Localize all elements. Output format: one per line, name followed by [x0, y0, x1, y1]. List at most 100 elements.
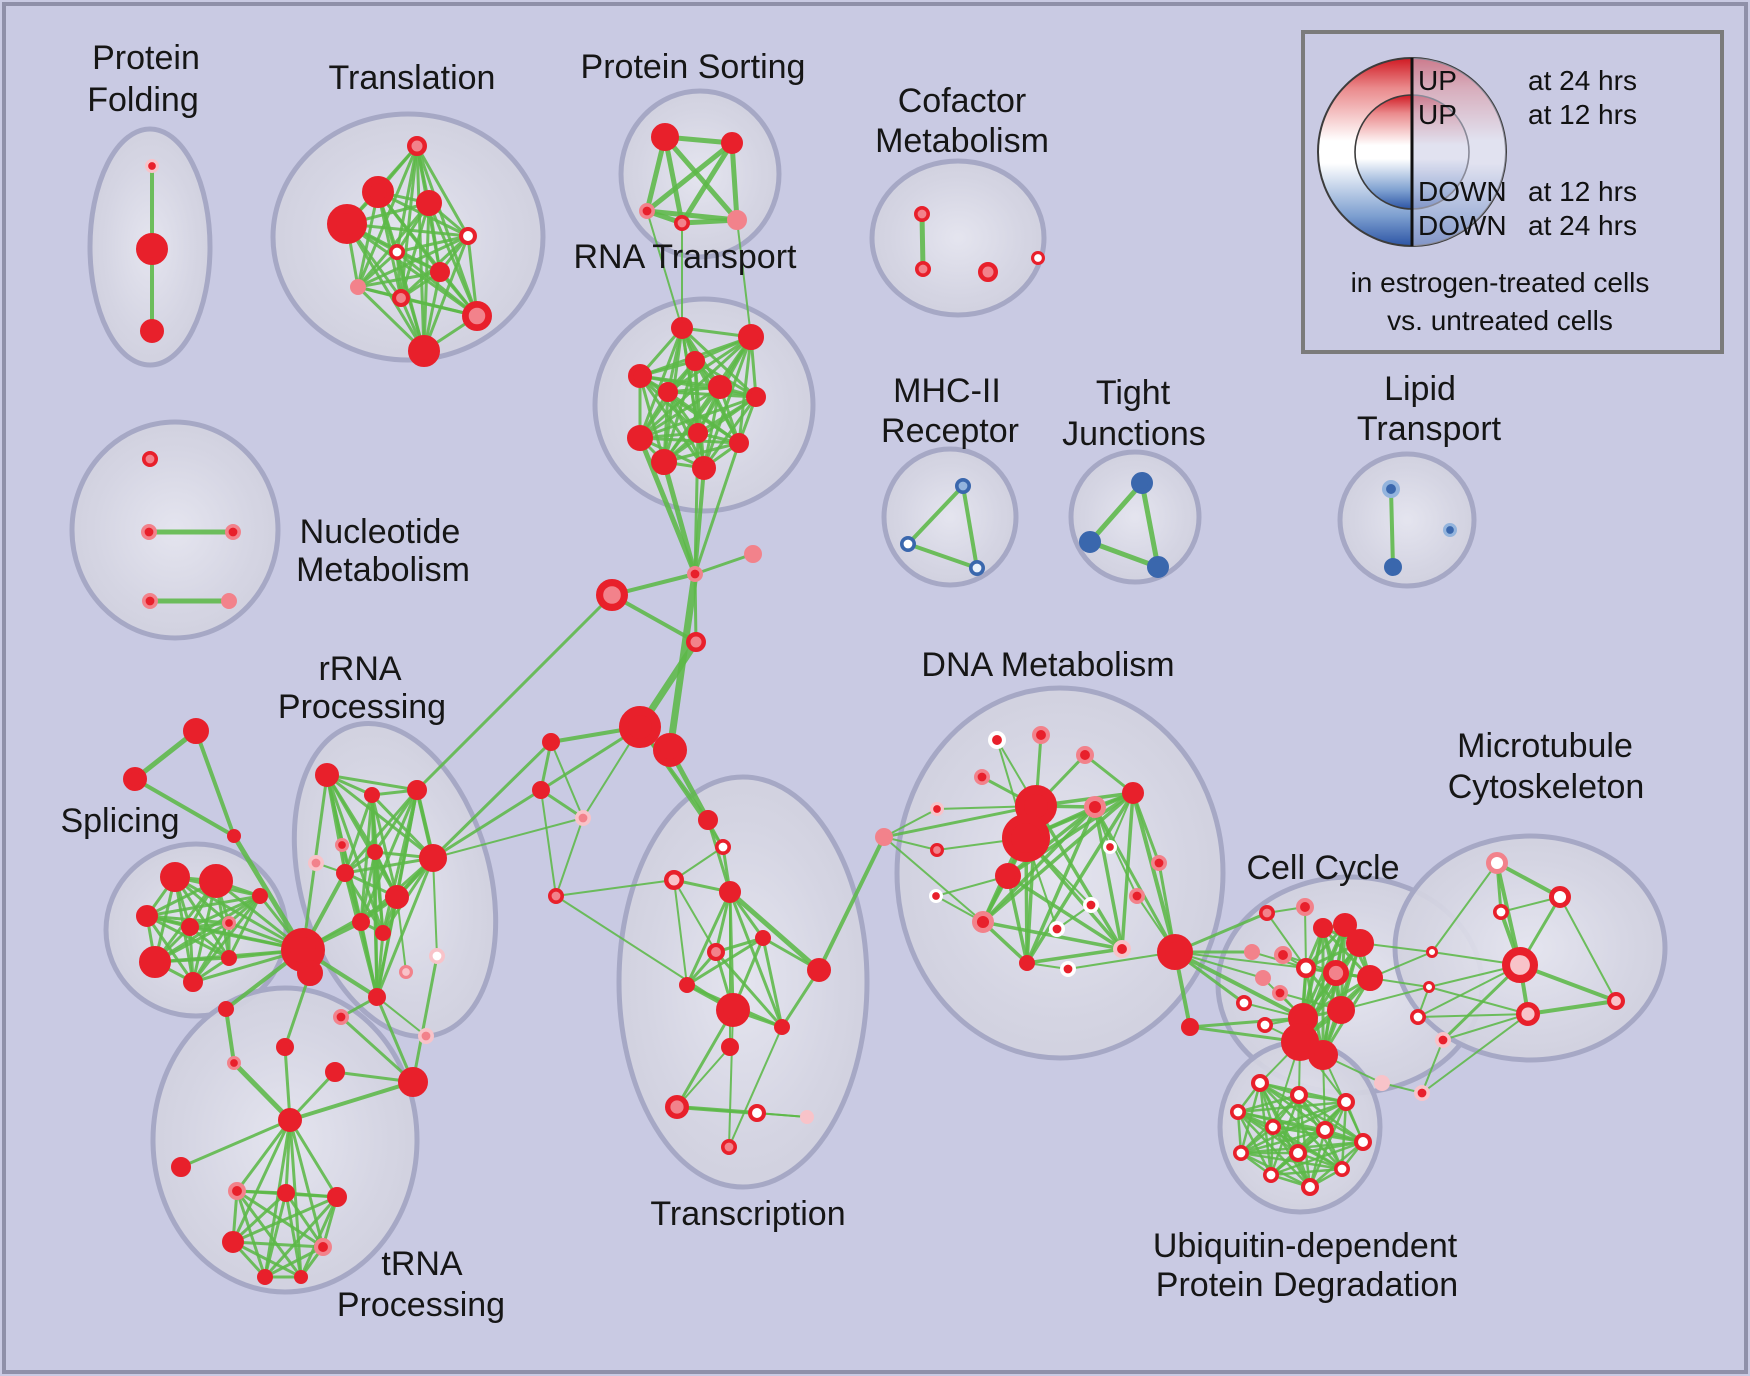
network-edge — [370, 793, 399, 899]
network-edge — [395, 234, 470, 254]
network-node — [1334, 1161, 1351, 1178]
network-node — [899, 535, 916, 552]
network-node — [349, 278, 366, 295]
network-node — [714, 838, 731, 855]
network-node — [708, 375, 733, 400]
network-edge — [1389, 487, 1395, 569]
network-edge — [375, 995, 415, 1084]
cluster-label-cell-cycle: Cell Cycle — [1246, 849, 1399, 887]
network-edge — [1304, 906, 1307, 969]
network-edge — [555, 817, 584, 897]
network-edge — [646, 210, 683, 329]
network-node — [1002, 814, 1050, 862]
network-edge — [728, 890, 784, 1029]
network-edge — [431, 740, 553, 860]
network-node — [408, 335, 441, 368]
network-edge — [1526, 999, 1618, 1016]
network-edge — [1006, 874, 1124, 951]
network-edge — [231, 1240, 325, 1249]
network-node — [222, 1230, 245, 1253]
network-node — [256, 1269, 273, 1286]
network-node — [1296, 898, 1315, 917]
network-node — [183, 972, 203, 992]
network-node — [988, 731, 1007, 750]
network-node — [136, 233, 169, 266]
network-edge — [376, 996, 427, 1037]
network-edge — [638, 374, 706, 470]
network-edge — [415, 144, 470, 238]
network-node — [1251, 1074, 1270, 1093]
network-node — [1049, 920, 1066, 937]
network-edge — [325, 773, 435, 860]
network-edge — [693, 431, 700, 576]
network-node — [737, 323, 764, 350]
network-node — [1032, 726, 1051, 745]
cluster-ellipse-tight-junctions — [1068, 449, 1202, 585]
network-edge — [1006, 874, 1029, 965]
network-edge — [638, 395, 758, 440]
network-node — [198, 864, 233, 899]
network-edge — [676, 1046, 731, 1108]
network-edge — [1239, 1151, 1344, 1171]
network-node — [1442, 523, 1457, 538]
network-edge — [415, 593, 614, 792]
network-edge — [1236, 1093, 1301, 1114]
network-edge — [729, 140, 740, 223]
network-node — [954, 477, 971, 494]
network-node — [744, 545, 763, 564]
network-edge — [1093, 805, 1124, 951]
network-edge — [638, 374, 700, 435]
network-node — [275, 1038, 294, 1057]
network-node — [994, 862, 1021, 889]
network-edge — [356, 234, 470, 289]
network-node — [1382, 479, 1401, 498]
network-node — [391, 288, 410, 307]
network-node — [276, 1184, 295, 1203]
network-node — [415, 190, 442, 217]
network-node — [385, 885, 410, 910]
network-node — [458, 226, 477, 245]
network-node — [686, 565, 703, 582]
network-node — [727, 210, 747, 230]
network-node — [973, 768, 990, 785]
cluster-label-splicing: Splicing — [60, 802, 179, 840]
network-edge — [133, 777, 236, 838]
network-node — [335, 838, 350, 853]
network-edge — [555, 879, 675, 897]
network-edge — [906, 542, 979, 570]
legend-time-label-3: at 12 hrs — [1528, 176, 1637, 207]
network-node — [1323, 959, 1350, 986]
network-edge — [883, 836, 938, 851]
network-node — [1327, 996, 1356, 1025]
network-edge — [231, 1195, 339, 1244]
network-node — [913, 206, 930, 223]
network-nodes — [122, 123, 1626, 1286]
network-node — [930, 802, 945, 817]
network-node — [278, 1107, 303, 1132]
network-node — [692, 456, 717, 481]
network-edge — [431, 788, 543, 860]
network-edge — [356, 270, 442, 289]
network-edge — [1239, 1128, 1327, 1155]
network-node — [1255, 969, 1272, 986]
network-node — [1257, 1016, 1274, 1033]
network-node — [407, 136, 427, 156]
legend: UP at 24 hrs UP at 12 hrs DOWN at 12 hrs DOWN a… — [1301, 30, 1724, 354]
network-edge — [375, 931, 385, 999]
network-node — [1374, 1075, 1391, 1092]
network-edge — [1296, 1140, 1365, 1155]
network-edge — [638, 436, 741, 445]
network-edge — [981, 791, 1135, 924]
network-edge — [411, 954, 439, 1084]
cluster-ellipse-lipid-transport — [1337, 451, 1477, 589]
network-edge — [1428, 986, 1529, 1015]
network-node — [664, 870, 684, 890]
network-node — [1244, 943, 1261, 960]
network-edge — [415, 144, 479, 318]
network-node — [626, 424, 653, 451]
network-node — [1316, 1121, 1335, 1140]
network-node — [1332, 913, 1357, 938]
network-node — [658, 382, 678, 402]
network-edge — [432, 857, 438, 957]
